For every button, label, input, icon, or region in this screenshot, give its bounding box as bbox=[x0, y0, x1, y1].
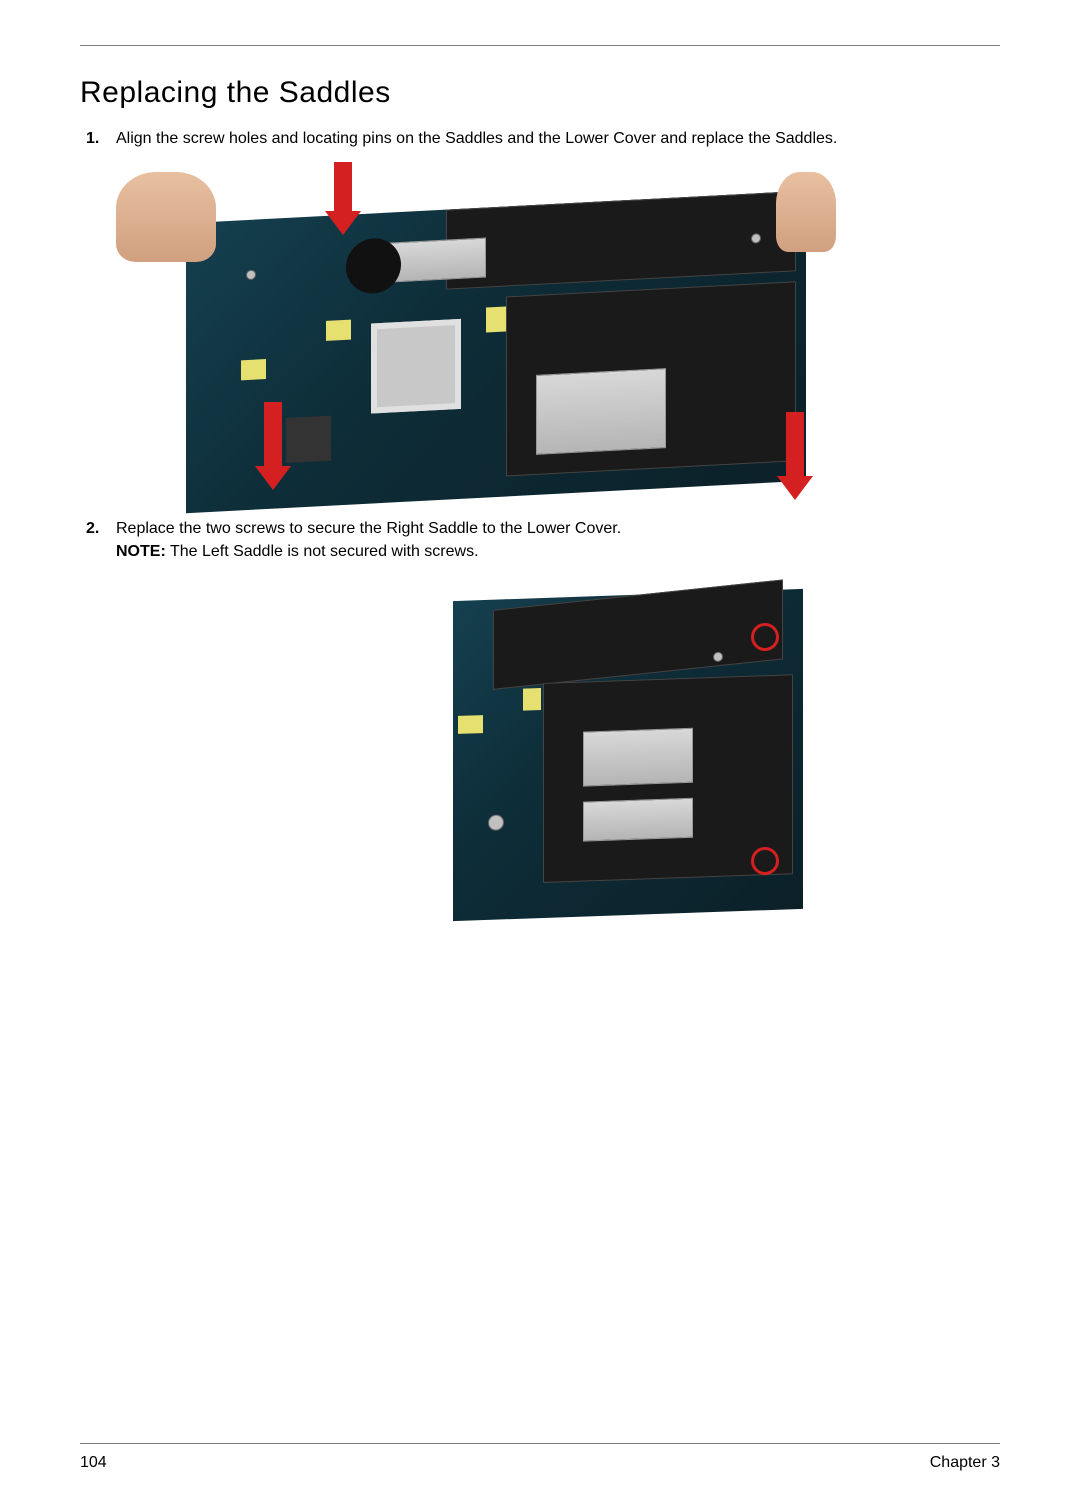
screw-dot bbox=[713, 651, 723, 661]
step-number: 1. bbox=[86, 128, 99, 150]
bottom-rule bbox=[80, 1443, 1000, 1444]
note-label: NOTE: bbox=[116, 543, 166, 560]
tape-3 bbox=[486, 306, 506, 332]
footer: 104 Chapter 3 bbox=[80, 1443, 1000, 1472]
page: Replacing the Saddles 1. Align the screw… bbox=[0, 0, 1080, 1512]
chip-1 bbox=[286, 415, 331, 462]
large-screw bbox=[488, 814, 504, 831]
step-text: Replace the two screws to secure the Rig… bbox=[116, 520, 621, 537]
note-line: NOTE: The Left Saddle is not secured wit… bbox=[116, 541, 1000, 563]
red-callout-circle-icon bbox=[751, 847, 779, 875]
chapter-label: Chapter 3 bbox=[930, 1454, 1000, 1472]
tape-1 bbox=[241, 359, 266, 380]
steps-list: 1. Align the screw holes and locating pi… bbox=[80, 128, 1000, 925]
top-black-plate-2 bbox=[493, 579, 783, 689]
step-2: 2. Replace the two screws to secure the … bbox=[116, 518, 1000, 925]
fan-icon bbox=[346, 237, 401, 295]
red-arrow-icon bbox=[334, 162, 352, 217]
step-number: 2. bbox=[86, 518, 99, 540]
silver-plate-2 bbox=[386, 237, 486, 282]
red-arrow-icon bbox=[786, 412, 804, 482]
top-rule bbox=[80, 45, 1000, 46]
silver-plate-1 bbox=[536, 368, 666, 455]
step-text: Align the screw holes and locating pins … bbox=[116, 130, 837, 147]
silver-plate-3 bbox=[583, 728, 693, 787]
footer-row: 104 Chapter 3 bbox=[80, 1454, 1000, 1472]
figure-2 bbox=[453, 575, 803, 925]
note-text: The Left Saddle is not secured with scre… bbox=[166, 543, 479, 560]
silver-plate-4 bbox=[583, 798, 693, 842]
figure-1 bbox=[116, 162, 836, 502]
left-hand bbox=[116, 172, 216, 262]
red-arrow-icon bbox=[264, 402, 282, 472]
right-hand bbox=[776, 172, 836, 252]
screw-dot bbox=[246, 269, 256, 280]
screw-dot bbox=[751, 233, 761, 244]
cpu-socket bbox=[371, 318, 461, 413]
red-callout-circle-icon bbox=[751, 623, 779, 651]
section-title: Replacing the Saddles bbox=[80, 76, 1000, 110]
tape-2 bbox=[326, 319, 351, 340]
tape-4 bbox=[458, 715, 483, 734]
page-number: 104 bbox=[80, 1454, 107, 1472]
top-black-plate bbox=[446, 191, 796, 289]
step-1: 1. Align the screw holes and locating pi… bbox=[116, 128, 1000, 502]
tape-5 bbox=[523, 688, 541, 711]
